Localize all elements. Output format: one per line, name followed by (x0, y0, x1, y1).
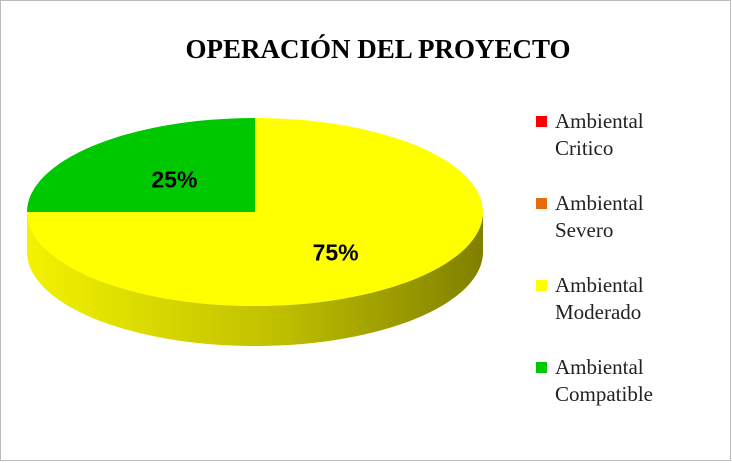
legend-swatch (536, 116, 547, 127)
legend-item: Ambiental Compatible (536, 354, 686, 408)
legend-item: Ambiental Severo (536, 190, 686, 244)
legend-item: Ambiental Critico (536, 108, 686, 162)
slice (27, 118, 255, 212)
pie: 75% 25% (27, 118, 483, 346)
legend-item: Ambiental Moderado (536, 272, 686, 326)
slice-side-shade (27, 212, 483, 346)
data-label: 25% (151, 167, 197, 193)
chart-title: OPERACIÓN DEL PROYECTO (185, 34, 570, 64)
legend-label: Ambiental Critico (555, 109, 644, 160)
legend-swatch (536, 362, 547, 373)
data-label: 75% (313, 240, 359, 266)
legend-label: Ambiental Compatible (555, 355, 653, 406)
legend-label: Ambiental Moderado (555, 273, 644, 324)
legend-label: Ambiental Severo (555, 191, 644, 242)
legend-swatch (536, 280, 547, 291)
legend-swatch (536, 198, 547, 209)
